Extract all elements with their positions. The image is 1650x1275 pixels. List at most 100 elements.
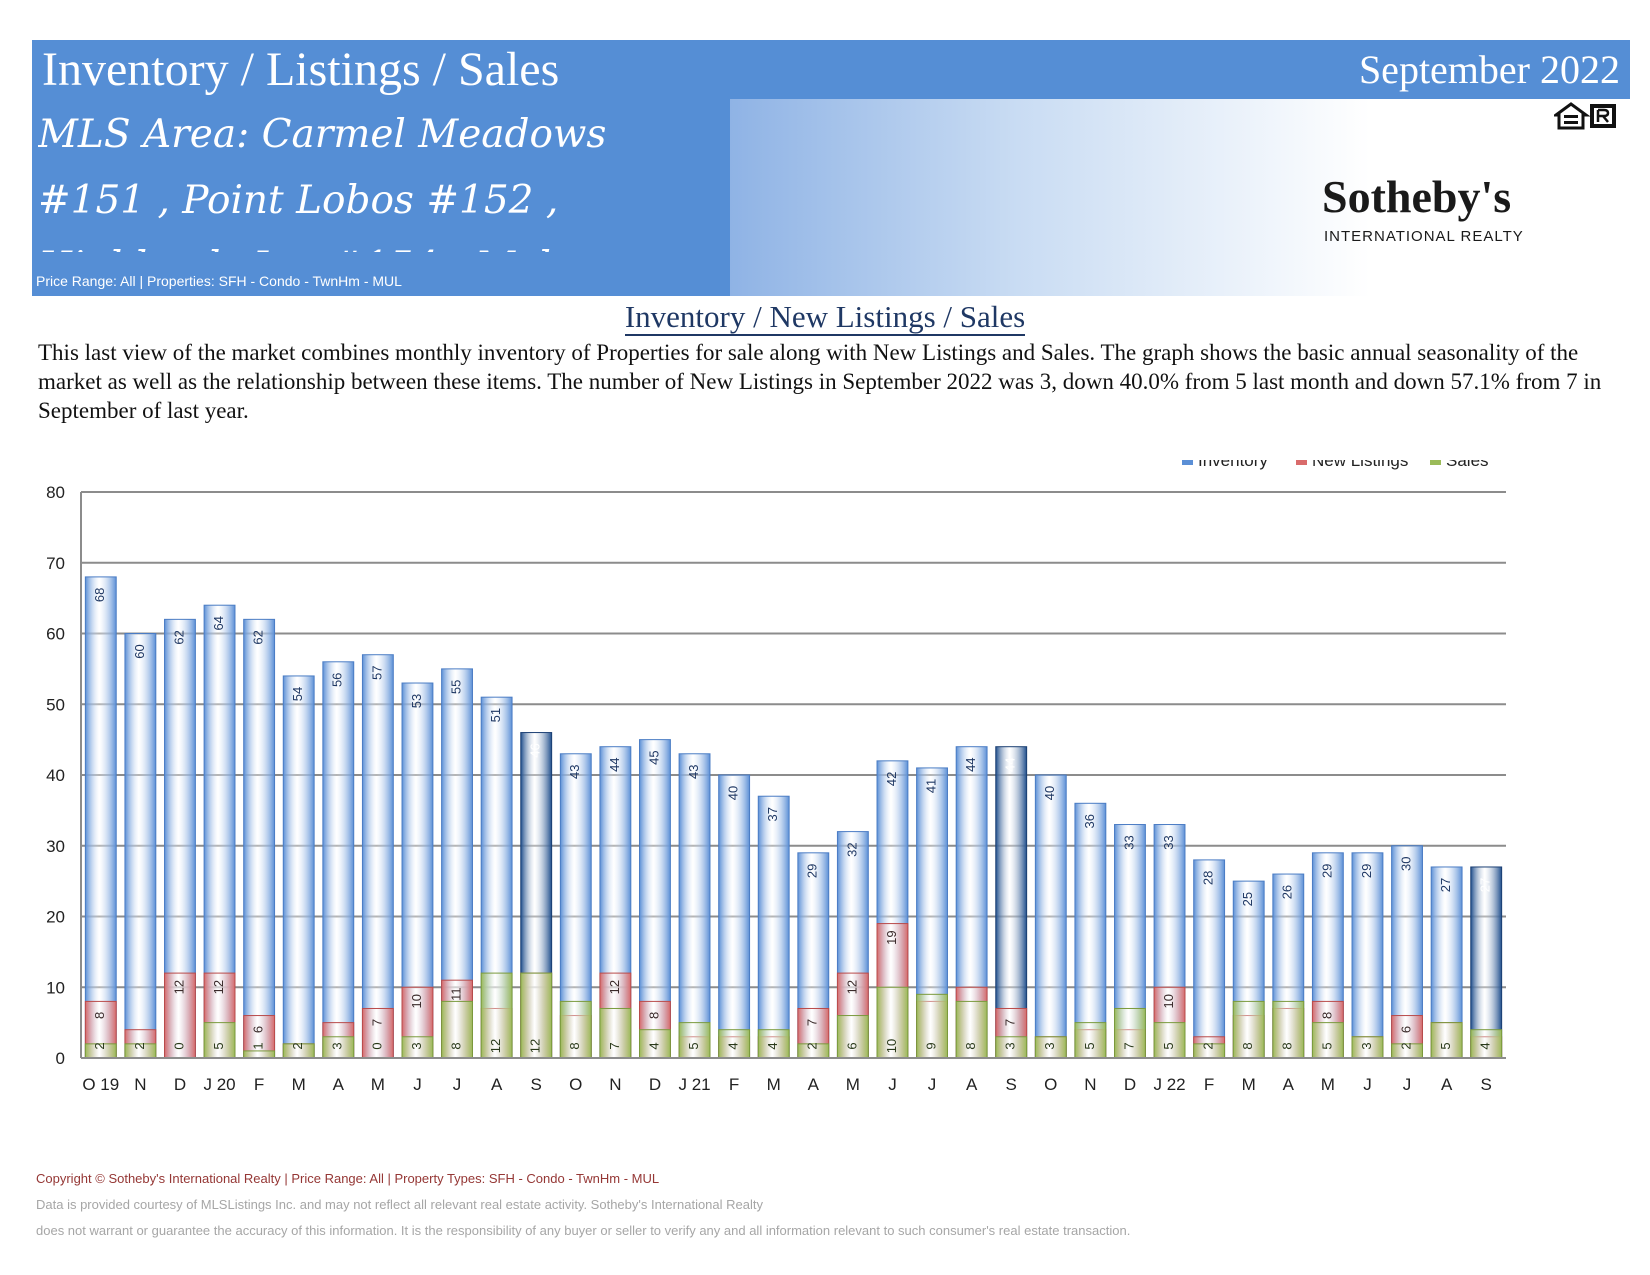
new-listings-data-label: 7 bbox=[1003, 1019, 1018, 1026]
x-tick-label: N bbox=[609, 1075, 621, 1094]
inventory-bar bbox=[678, 753, 711, 1059]
inventory-data-label: 55 bbox=[448, 680, 463, 694]
inventory-data-label: 60 bbox=[132, 644, 147, 658]
intro-paragraph: This last view of the market combines mo… bbox=[38, 340, 1602, 423]
inventory-data-label: 41 bbox=[923, 779, 938, 793]
inventory-data-label: 29 bbox=[1319, 864, 1334, 878]
inventory-data-label: 33 bbox=[1161, 835, 1176, 849]
section-title: Inventory / New Listings / Sales bbox=[0, 298, 1650, 336]
sales-bar bbox=[876, 986, 909, 1059]
sales-bar bbox=[836, 1015, 869, 1059]
sales-data-label: 2 bbox=[92, 1042, 107, 1049]
sales-data-label: 3 bbox=[1003, 1042, 1018, 1049]
sales-data-label: 8 bbox=[567, 1042, 582, 1049]
new-listings-data-label: 7 bbox=[369, 1019, 384, 1026]
inventory-data-label: 29 bbox=[1359, 864, 1374, 878]
sales-bar bbox=[1232, 1000, 1265, 1059]
x-tick-label: F bbox=[254, 1075, 264, 1094]
y-tick-label: 20 bbox=[46, 908, 65, 927]
inventory-bar bbox=[361, 654, 394, 1059]
inventory-bar bbox=[243, 618, 276, 1059]
header-gradient bbox=[730, 99, 1370, 296]
sales-bar bbox=[243, 1050, 276, 1059]
disclaimer-line-1: Data is provided courtesy of MLSListings… bbox=[36, 1197, 763, 1212]
sales-data-label: 10 bbox=[884, 1039, 899, 1053]
sales-data-label: 8 bbox=[1240, 1042, 1255, 1049]
new-listings-data-label: 12 bbox=[607, 980, 622, 994]
y-tick-label: 80 bbox=[46, 483, 65, 502]
inventory-listings-sales-chart: Inventory New Listings Sales 0102030405060… bbox=[46, 460, 1506, 1094]
sales-bar bbox=[639, 1029, 671, 1059]
chart-axes bbox=[80, 492, 1506, 1059]
new-listings-data-label: 19 bbox=[884, 930, 899, 944]
x-tick-label: J bbox=[1363, 1075, 1372, 1094]
y-tick-label: 30 bbox=[46, 837, 65, 856]
legend-swatch bbox=[1296, 460, 1307, 465]
new-listings-data-label: 6 bbox=[251, 1026, 266, 1033]
x-tick-label: M bbox=[767, 1075, 781, 1094]
x-tick-label: J 21 bbox=[678, 1075, 710, 1094]
inventory-data-label: 33 bbox=[1121, 835, 1136, 849]
inventory-data-label: 40 bbox=[726, 786, 741, 800]
x-tick-label: D bbox=[649, 1075, 661, 1094]
y-tick-label: 60 bbox=[46, 625, 65, 644]
sales-data-label: 4 bbox=[765, 1042, 780, 1049]
new-listings-data-label: 12 bbox=[171, 980, 186, 994]
x-tick-label: D bbox=[1124, 1075, 1136, 1094]
inventory-bar bbox=[84, 576, 117, 1059]
new-listings-data-label: 12 bbox=[211, 980, 226, 994]
legend-label: Sales bbox=[1446, 460, 1489, 470]
sales-data-label: 2 bbox=[1398, 1042, 1413, 1049]
x-tick-label: N bbox=[1084, 1075, 1096, 1094]
sales-data-label: 9 bbox=[923, 1042, 938, 1049]
x-tick-label: S bbox=[1006, 1075, 1017, 1094]
inventory-data-label: 30 bbox=[1398, 857, 1413, 871]
new-listings-data-label: 8 bbox=[646, 1012, 661, 1019]
sales-data-label: 8 bbox=[448, 1042, 463, 1049]
sales-data-label: 4 bbox=[726, 1042, 741, 1049]
disclaimer-line-2: does not warrant or guarantee the accura… bbox=[36, 1223, 1131, 1238]
filter-summary: Price Range: All | Properties: SFH - Con… bbox=[36, 273, 402, 289]
sales-data-label: 2 bbox=[805, 1042, 820, 1049]
new-listings-bar bbox=[164, 972, 196, 1059]
legend-swatch bbox=[1430, 460, 1441, 465]
x-tick-label: A bbox=[1441, 1075, 1453, 1094]
inventory-bar bbox=[282, 675, 315, 1059]
sales-data-label: 4 bbox=[1478, 1042, 1493, 1049]
x-tick-label: J 22 bbox=[1153, 1075, 1185, 1094]
y-tick-label: 10 bbox=[46, 978, 65, 997]
x-tick-label: M bbox=[371, 1075, 385, 1094]
inventory-data-label: 37 bbox=[765, 807, 780, 821]
inventory-data-label: 44 bbox=[607, 757, 622, 771]
x-tick-label: A bbox=[491, 1075, 503, 1094]
x-tick-label: M bbox=[1242, 1075, 1256, 1094]
sales-data-label: 7 bbox=[607, 1042, 622, 1049]
inventory-data-label: 44 bbox=[1003, 757, 1018, 771]
legend-label: Inventory bbox=[1198, 460, 1268, 470]
sales-data-label: 4 bbox=[646, 1042, 661, 1049]
inventory-bar bbox=[1470, 866, 1503, 1059]
inventory-data-label: 45 bbox=[646, 750, 661, 764]
sales-data-label: 6 bbox=[844, 1042, 859, 1049]
inventory-data-label: 43 bbox=[567, 765, 582, 779]
x-tick-label: S bbox=[531, 1075, 542, 1094]
report-title: Inventory / Listings / Sales bbox=[42, 43, 560, 96]
sales-bar bbox=[1272, 1000, 1305, 1059]
sales-data-label: 3 bbox=[1359, 1042, 1374, 1049]
sales-data-label: 5 bbox=[1161, 1042, 1176, 1049]
inventory-data-label: 42 bbox=[884, 772, 899, 786]
sales-bar bbox=[559, 1000, 592, 1059]
x-tick-label: F bbox=[1204, 1075, 1214, 1094]
x-tick-label: J 20 bbox=[203, 1075, 235, 1094]
legend-label: New Listings bbox=[1312, 460, 1408, 470]
inventory-bar bbox=[1193, 859, 1226, 1059]
new-listings-data-label: 10 bbox=[409, 994, 424, 1008]
sales-bar bbox=[599, 1007, 632, 1059]
header-top-bar bbox=[730, 40, 1630, 99]
inventory-data-label: 26 bbox=[1280, 885, 1295, 899]
sales-bar bbox=[718, 1029, 751, 1059]
inventory-data-label: 29 bbox=[805, 864, 820, 878]
chart-legend: Inventory New Listings Sales bbox=[1182, 460, 1489, 470]
inventory-bar bbox=[124, 633, 157, 1059]
